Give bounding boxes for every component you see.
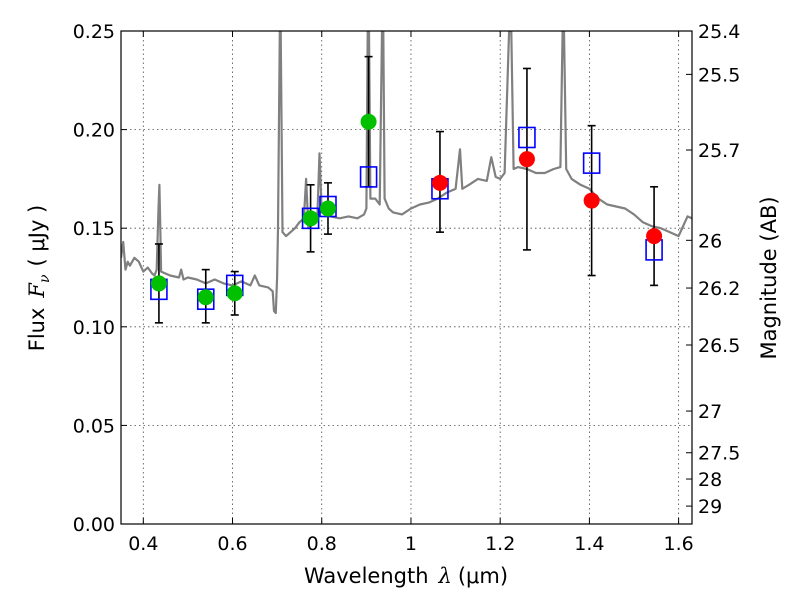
x-tick-label: 1.6 <box>664 533 694 555</box>
y-axis-subscript: ν <box>37 274 53 283</box>
observed_nir-point <box>431 174 448 191</box>
y2-tick-label: 26.2 <box>698 278 740 300</box>
x-axis-unit: (μm) <box>458 564 508 588</box>
plot-frame <box>120 30 693 525</box>
observed_nir-point <box>583 192 600 209</box>
y2-tick-label: 25.4 <box>698 21 740 43</box>
x-axis-label: Wavelength λ (μm) <box>304 564 508 588</box>
y2-tick-label: 28 <box>698 469 722 491</box>
x-tick-label: 0.6 <box>217 533 247 555</box>
y-tick-label: 0.20 <box>73 120 115 142</box>
model-square <box>196 288 215 310</box>
marker-layer <box>150 55 663 324</box>
y2-tick-label: 27 <box>698 401 722 423</box>
observed_optical-point <box>302 210 319 227</box>
observed_nir-point <box>518 151 535 168</box>
y2-tick-label: 26.5 <box>698 335 740 357</box>
observed_optical-point <box>360 113 377 130</box>
spectrum-layer <box>121 31 692 315</box>
y-axis-unit: ( μJy ) <box>25 205 49 267</box>
y2-tick-label: 25.5 <box>698 64 740 86</box>
ticks: 0.4 0.6 0.8 1 1.2 1.4 1.6 0.00 0.05 0.10 0.15 0.20 0… <box>73 21 741 555</box>
y2-tick-label: 29 <box>698 496 722 518</box>
model-square <box>319 195 337 218</box>
model-square <box>582 152 601 174</box>
x-tick-label: 0.8 <box>307 533 337 555</box>
y2-axis-label: Magnitude (AB) <box>757 196 781 359</box>
y-tick-label: 0.10 <box>73 317 115 339</box>
model-square <box>518 126 536 149</box>
y-tick-label: 0.15 <box>73 218 115 240</box>
y2-tick-label: 26 <box>698 230 722 252</box>
y-axis-label-text: Flux <box>25 308 49 352</box>
y2-tick-label: 27.5 <box>698 443 740 465</box>
x-tick-label: 1 <box>405 533 417 555</box>
y-tick-label: 0.25 <box>73 21 115 43</box>
y-tick-label: 0.05 <box>73 415 115 437</box>
observed_optical-point <box>197 289 214 306</box>
spectrum-line <box>121 31 692 315</box>
observed_nir-point <box>646 228 663 245</box>
x-tick-label: 1.4 <box>574 533 604 555</box>
x-axis-label-text: Wavelength <box>304 564 429 588</box>
observed_optical-point <box>226 285 243 302</box>
y2-tick-label: 25.7 <box>698 140 740 162</box>
plot-background <box>121 31 692 524</box>
x-tick-label: 1.2 <box>485 533 515 555</box>
x-tick-label: 0.4 <box>128 533 158 555</box>
model-square <box>359 166 378 188</box>
y-axis-symbol: F <box>25 282 49 299</box>
y-tick-label: 0.00 <box>73 514 115 536</box>
x-axis-symbol: λ <box>438 564 452 588</box>
observed_optical-point <box>150 275 167 292</box>
observed_optical-point <box>319 200 336 217</box>
y-axis-label: Flux Fν ( μJy ) <box>25 205 53 351</box>
